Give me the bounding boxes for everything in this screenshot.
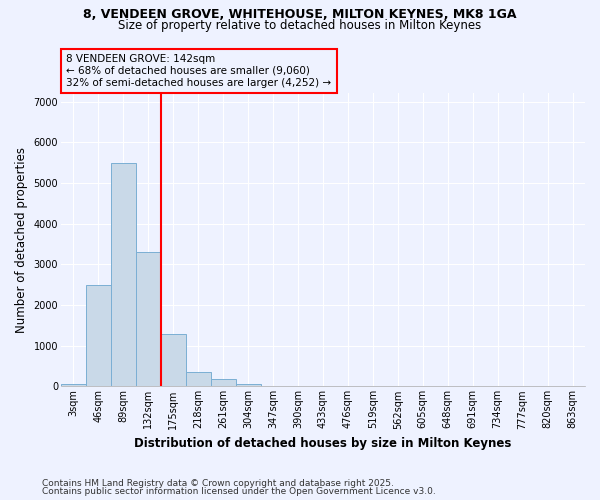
Bar [86, 286, 111, 386]
Bar [161, 334, 186, 386]
Y-axis label: Number of detached properties: Number of detached properties [15, 147, 28, 333]
Bar [211, 380, 236, 386]
Text: 8 VENDEEN GROVE: 142sqm
← 68% of detached houses are smaller (9,060)
32% of semi: 8 VENDEEN GROVE: 142sqm ← 68% of detache… [66, 54, 331, 88]
Bar [186, 372, 211, 386]
Text: Contains HM Land Registry data © Crown copyright and database right 2025.: Contains HM Land Registry data © Crown c… [42, 478, 394, 488]
Text: Contains public sector information licensed under the Open Government Licence v3: Contains public sector information licen… [42, 487, 436, 496]
Text: 8, VENDEEN GROVE, WHITEHOUSE, MILTON KEYNES, MK8 1GA: 8, VENDEEN GROVE, WHITEHOUSE, MILTON KEY… [83, 8, 517, 20]
X-axis label: Distribution of detached houses by size in Milton Keynes: Distribution of detached houses by size … [134, 437, 512, 450]
Bar [61, 384, 86, 386]
Bar [136, 252, 161, 386]
Bar [236, 384, 260, 386]
Bar [111, 164, 136, 386]
Text: Size of property relative to detached houses in Milton Keynes: Size of property relative to detached ho… [118, 19, 482, 32]
